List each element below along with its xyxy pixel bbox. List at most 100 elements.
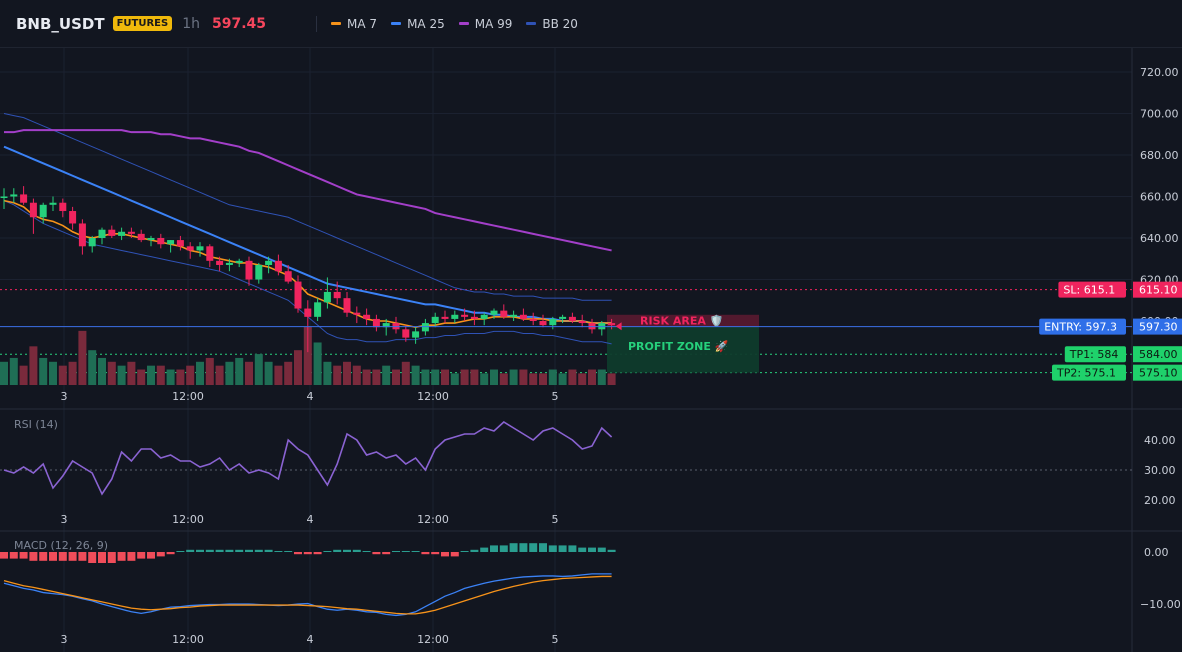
macd-histogram-bar xyxy=(186,549,195,552)
legend-ma25[interactable]: MA 25 xyxy=(391,17,445,31)
time-label: 12:00 xyxy=(417,513,449,526)
candle-body xyxy=(353,312,361,315)
candle-body xyxy=(69,211,77,224)
macd-histogram-bar xyxy=(529,543,538,552)
legend-ma99[interactable]: MA 99 xyxy=(458,17,512,31)
volume-bar xyxy=(68,361,77,385)
tp1-axis-box xyxy=(1133,346,1182,363)
macd-histogram-bar xyxy=(245,549,253,552)
legend-bb20[interactable]: BB 20 xyxy=(526,17,578,31)
price-tick-label: 640.00 xyxy=(1140,232,1179,245)
last-price: 597.45 xyxy=(212,15,267,32)
candle-body xyxy=(510,314,518,317)
candle-body xyxy=(78,223,86,247)
timeframe-label[interactable]: 1h xyxy=(182,15,201,32)
macd-histogram-bar xyxy=(460,551,469,552)
macd-histogram-bar xyxy=(323,551,332,552)
profit-zone-box xyxy=(607,326,759,373)
macd-histogram-bar xyxy=(68,552,77,561)
price-tick-label: 660.00 xyxy=(1140,191,1179,204)
macd-title: MACD (12, 26, 9) xyxy=(14,539,108,552)
candle-body xyxy=(127,231,135,234)
time-label: 12:00 xyxy=(172,390,204,403)
risk-area-box xyxy=(607,314,759,327)
candle-body xyxy=(559,316,567,319)
volume-bar xyxy=(303,327,312,385)
volume-bar xyxy=(607,373,616,385)
volume-bar xyxy=(107,361,116,385)
time-label: 5 xyxy=(552,513,559,526)
candle-body xyxy=(274,260,282,272)
time-label: 12:00 xyxy=(417,633,449,646)
volume-bar xyxy=(225,361,234,385)
volume-bar xyxy=(245,361,253,385)
macd-histogram-bar xyxy=(39,552,48,561)
volume-bar xyxy=(39,357,48,385)
ma99-line xyxy=(4,129,612,252)
macd-histogram-bar xyxy=(166,552,175,555)
entry-tag-box xyxy=(1039,318,1126,335)
candle-body xyxy=(372,318,380,328)
macd-histogram-bar xyxy=(9,552,18,559)
macd-histogram-bar xyxy=(597,547,606,552)
candle-body xyxy=(382,323,390,328)
bb-upper-line xyxy=(3,113,612,301)
volume-bar xyxy=(597,369,606,385)
candle-body xyxy=(578,321,586,324)
volume-bar xyxy=(147,365,155,385)
candle-body xyxy=(196,246,204,251)
volume-bar xyxy=(166,369,175,385)
candle-body xyxy=(500,310,508,317)
candle-body xyxy=(588,323,596,330)
sl-axis-box xyxy=(1133,281,1182,298)
header-divider xyxy=(316,15,318,32)
legend-ma7-label: MA 7 xyxy=(347,16,378,31)
volume-bar xyxy=(333,365,342,385)
candle-body xyxy=(519,314,527,319)
chart-header: BNB_USDT FUTURES 1h 597.45 MA 7 MA 25 MA… xyxy=(0,0,1182,48)
legend-bb20-label: BB 20 xyxy=(542,16,578,31)
macd-histogram-bar xyxy=(29,552,38,561)
volume-bar xyxy=(284,361,293,385)
volume-bar xyxy=(529,373,538,385)
volume-bar xyxy=(49,361,57,385)
macd-histogram-bar xyxy=(401,551,410,552)
macd-histogram-bar xyxy=(509,543,518,552)
macd-histogram-bar xyxy=(450,552,459,557)
volume-bar xyxy=(431,369,440,385)
legend-ma25-label: MA 25 xyxy=(407,16,445,31)
volume-bar xyxy=(470,369,479,385)
macd-histogram-bar xyxy=(88,552,97,563)
entry-axis-value: 597.30 xyxy=(1139,321,1178,334)
macd-histogram-bar xyxy=(588,547,596,552)
legend-ma7[interactable]: MA 7 xyxy=(331,17,377,31)
candle-body xyxy=(167,240,175,245)
tp1-axis-value: 584.00 xyxy=(1139,348,1178,361)
volume-bar xyxy=(450,373,459,385)
symbol-name[interactable]: BNB_USDT xyxy=(16,14,105,33)
price-tick-label: 600.00 xyxy=(1140,315,1179,328)
candle-body xyxy=(206,246,214,261)
rsi-tick-label: 40.00 xyxy=(1144,434,1176,447)
candle-body xyxy=(539,321,547,326)
macd-histogram-bar xyxy=(362,551,371,552)
volume-bar xyxy=(176,369,185,385)
macd-histogram-bar xyxy=(343,549,351,552)
rsi-line xyxy=(3,421,613,496)
entry-tag-label: ENTRY: 597.3 xyxy=(1044,321,1117,334)
candle-body xyxy=(431,316,439,324)
volume-bar xyxy=(499,373,508,385)
candle-body xyxy=(294,281,302,309)
price-tick-label: 700.00 xyxy=(1140,108,1179,121)
candle-body xyxy=(451,314,459,319)
tp2-tag-box xyxy=(1052,364,1126,381)
pane-borders xyxy=(0,48,1182,652)
candle-body xyxy=(245,260,253,280)
volume-bar xyxy=(568,369,577,385)
macd-histogram-bar xyxy=(117,552,126,561)
macd-histogram-bar xyxy=(431,552,440,555)
volume-bar xyxy=(98,357,106,385)
time-label: 3 xyxy=(61,633,68,646)
